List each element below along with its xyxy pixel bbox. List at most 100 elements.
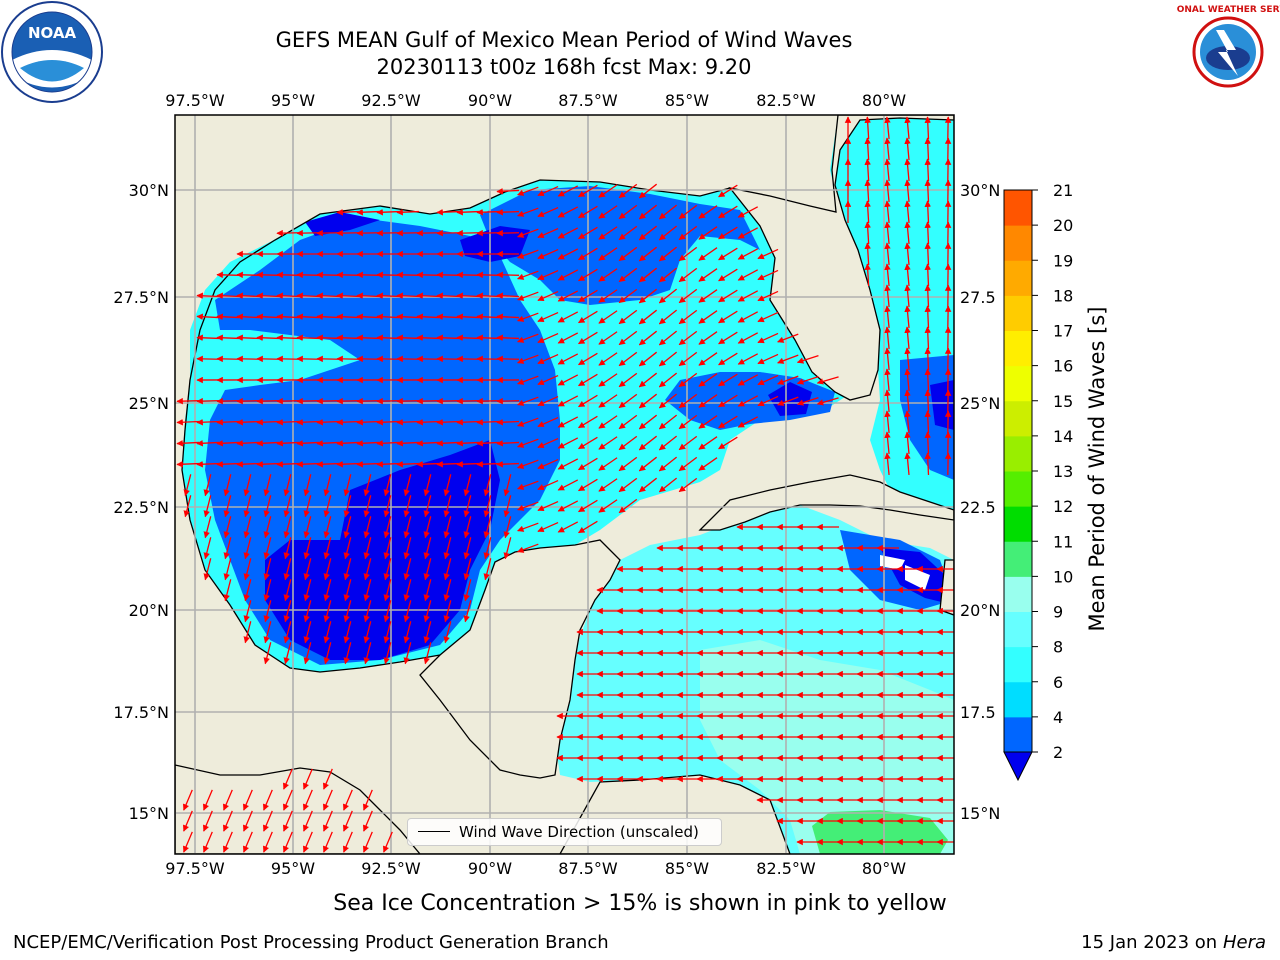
wave-direction-arrow — [316, 271, 340, 279]
wave-direction-arrow — [737, 227, 759, 239]
wave-direction-arrow — [578, 394, 598, 408]
lat-label-left: 15°N — [129, 804, 169, 823]
wave-direction-arrow — [223, 537, 232, 560]
wave-direction-arrow — [718, 226, 738, 240]
wave-direction-arrow — [496, 397, 520, 405]
colorbar-segment — [1004, 330, 1032, 367]
lat-label-left: 22.5°N — [113, 498, 169, 517]
wave-direction-arrow — [463, 495, 472, 518]
wave-direction-arrow — [303, 621, 312, 644]
wave-direction-arrow — [618, 498, 638, 514]
wave-direction-arrow — [618, 351, 638, 367]
wave-direction-arrow — [203, 831, 213, 853]
wave-direction-arrow — [557, 227, 579, 239]
colorbar-tick-label: 13 — [1053, 462, 1073, 481]
wave-direction-arrow — [323, 810, 333, 832]
wave-direction-arrow — [578, 205, 598, 219]
wave-direction-arrow — [618, 309, 638, 325]
wave-direction-arrow — [517, 522, 539, 532]
wave-direction-arrow — [483, 537, 492, 560]
wave-direction-arrow — [737, 374, 759, 386]
wave-direction-arrow — [403, 474, 412, 497]
lat-label-right: 22.5 — [960, 498, 996, 517]
wave-direction-arrow — [678, 267, 698, 283]
wave-direction-arrow — [436, 460, 460, 468]
wave-direction-arrow — [303, 558, 312, 581]
wave-direction-arrow — [243, 789, 253, 811]
wave-direction-arrow — [658, 435, 678, 451]
lon-label-bottom: 90°W — [468, 859, 512, 878]
wave-direction-arrow — [203, 789, 213, 811]
wave-direction-arrow — [884, 158, 891, 182]
lat-label-left: 30°N — [129, 181, 169, 200]
wave-direction-arrow — [463, 600, 472, 623]
wave-direction-arrow — [363, 642, 372, 665]
wave-direction-arrow — [223, 516, 232, 539]
wave-direction-arrow — [476, 271, 500, 279]
wave-direction-arrow — [638, 456, 658, 472]
wave-direction-arrow — [483, 558, 492, 581]
wave-direction-arrow — [924, 116, 932, 140]
wave-direction-arrow — [296, 460, 320, 468]
colorbar-tick-label: 20 — [1053, 216, 1073, 235]
wave-direction-arrow — [363, 495, 372, 518]
colorbar-segment — [1004, 646, 1032, 683]
wave-direction-arrow — [356, 334, 380, 342]
wave-direction-arrow — [376, 313, 400, 320]
wave-direction-arrow — [316, 292, 340, 300]
wave-direction-arrow — [356, 292, 380, 300]
wave-direction-arrow — [256, 440, 280, 447]
wave-direction-arrow — [517, 249, 539, 259]
wave-direction-arrow — [456, 440, 480, 447]
wave-direction-arrow — [517, 501, 539, 511]
wave-direction-arrow — [476, 460, 500, 468]
lon-labels-bottom: 97.5°W 95°W 92.5°W 90°W 87.5°W 85°W 82.5°W 80°W — [165, 859, 906, 878]
wave-direction-arrow — [383, 516, 392, 539]
wave-direction-arrow — [216, 440, 240, 447]
wave-direction-arrow — [183, 789, 193, 811]
wave-direction-arrow — [416, 397, 440, 405]
wave-direction-arrow — [678, 414, 698, 430]
wave-direction-arrow — [658, 225, 678, 241]
wave-direction-arrow — [884, 242, 891, 266]
wave-direction-arrow — [463, 558, 472, 581]
wave-direction-arrow — [718, 184, 738, 198]
wave-direction-arrow — [376, 460, 400, 468]
lon-label-top: 85°W — [665, 91, 709, 110]
wave-direction-arrow — [443, 474, 452, 497]
wave-direction-arrow — [443, 600, 452, 623]
colorbar: 2 4 6 8 9 10 11 12 13 14 15 16 17 18 19 20 21 — [1003, 181, 1073, 782]
wave-direction-arrow — [517, 396, 539, 406]
wave-direction-arrow — [924, 221, 932, 245]
wave-direction-arrow — [203, 810, 213, 832]
wave-direction-arrow — [537, 332, 559, 344]
wave-direction-arrow — [537, 416, 559, 428]
colorbar-tick-label: 14 — [1053, 427, 1073, 446]
wave-direction-arrow — [216, 397, 240, 405]
wave-direction-arrow — [777, 375, 799, 385]
wave-direction-arrow — [363, 558, 372, 581]
wave-direction-arrow — [403, 600, 412, 623]
wave-direction-arrow — [698, 310, 718, 324]
wave-direction-arrow — [403, 537, 412, 560]
wave-direction-arrow — [557, 206, 579, 218]
wave-direction-arrow — [557, 395, 579, 407]
wave-direction-arrow — [216, 460, 240, 468]
wave-direction-arrow — [416, 292, 440, 300]
wave-direction-arrow — [336, 271, 360, 279]
wave-direction-arrow — [356, 440, 380, 447]
wave-direction-arrow — [363, 600, 372, 623]
wave-direction-arrow — [578, 436, 598, 450]
wave-direction-arrow — [658, 393, 678, 409]
wave-direction-arrow — [537, 206, 559, 218]
wave-direction-arrow — [456, 208, 480, 216]
wave-direction-arrow — [436, 440, 460, 447]
wave-direction-arrow — [423, 495, 432, 518]
wave-direction-arrow — [316, 397, 340, 405]
wave-direction-arrow — [416, 460, 440, 468]
wave-direction-arrow — [276, 292, 300, 300]
wave-direction-arrow — [323, 600, 332, 623]
wave-direction-arrow — [423, 558, 432, 581]
wave-direction-arrow — [376, 397, 400, 405]
